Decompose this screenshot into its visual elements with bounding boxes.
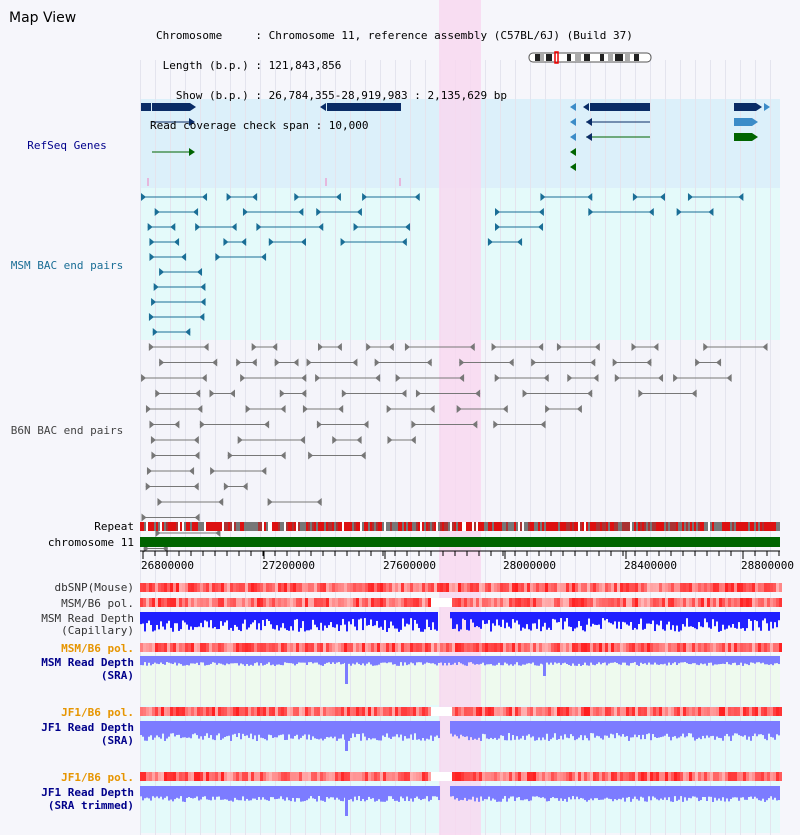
msm-bac-label[interactable]: MSM BAC end pairs (10, 259, 124, 272)
show-line: Show (b.p.) : 26,784,355-28,919,983 : 2,… (156, 89, 507, 102)
refseq-genes-label[interactable]: RefSeq Genes (27, 139, 107, 152)
jf1-b6-pol-trimmed-strip (140, 772, 782, 781)
selected-region-highlight (439, 0, 481, 835)
b6n-bac-label[interactable]: B6N BAC end pairs (10, 424, 124, 437)
jf1-depth-sra-label[interactable]: JF1 Read Depth (SRA) (0, 721, 134, 747)
jf1-b6-pol-trimmed-label[interactable]: JF1/B6 pol. (61, 771, 134, 784)
jf1-depth-trimmed-bars (140, 786, 780, 816)
msm-depth-capillary-bars (140, 612, 780, 632)
axis-tick-label: 28400000 (624, 559, 677, 572)
chromosome-label: chromosome 11 (47, 536, 134, 549)
msm-b6-pol-sra-strip (140, 643, 782, 652)
jf1-depth-sra-bars (140, 721, 780, 751)
jf1-depth-trimmed-label[interactable]: JF1 Read Depth (SRA trimmed) (0, 786, 134, 812)
dbsnp-strip (140, 583, 782, 592)
jf1-depth-trimmed-line1: JF1 Read Depth (41, 786, 134, 799)
coverage-span-line: Read coverage check span : 10,000 (150, 119, 369, 132)
msm-b6-pol-sra-label[interactable]: MSM/B6 pol. (61, 642, 134, 655)
page-title: Map View (9, 10, 77, 26)
axis-tick-label: 27200000 (262, 559, 315, 572)
axis-tick-label: 26800000 (141, 559, 194, 572)
region-info: Chromosome : Chromosome 11, reference as… (150, 11, 633, 151)
jf1-b6-pol-label[interactable]: JF1/B6 pol. (61, 706, 134, 719)
b6n-bac-pairs (141, 343, 768, 553)
msm-depth-sra-line2: (SRA) (100, 669, 134, 682)
repeat-track (140, 522, 780, 531)
msm-bac-pairs (141, 193, 744, 336)
dbsnp-label[interactable]: dbSNP(Mouse) (54, 581, 134, 594)
jf1-b6-pol-strip (140, 707, 782, 716)
msm-b6-pol-label[interactable]: MSM/B6 pol. (61, 597, 134, 610)
repeat-label: Repeat (94, 520, 134, 533)
msm-depth-sra-bars (140, 656, 780, 684)
jf1-depth-sra-line1: JF1 Read Depth (41, 721, 134, 734)
chromosome-ideogram (528, 51, 652, 64)
axis-tick-label: 28800000 (741, 559, 794, 572)
position-axis (140, 550, 780, 559)
msm-depth-sra-line1: MSM Read Depth (41, 656, 134, 669)
axis-tick-label: 28000000 (503, 559, 556, 572)
length-line: Length (b.p.) : 121,843,856 (156, 59, 342, 72)
msm-depth-sra-label[interactable]: MSM Read Depth (SRA) (0, 656, 134, 682)
jf1-depth-sra-line2: (SRA) (100, 734, 134, 747)
msm-depth-capillary-line1: MSM Read Depth (41, 612, 134, 625)
msm-depth-capillary-line2: (Capillary) (61, 624, 134, 637)
msm-depth-capillary-label[interactable]: MSM Read Depth (Capillary) (0, 613, 134, 637)
msm-b6-pol-strip (140, 598, 782, 607)
jf1-depth-trimmed-line2: (SRA trimmed) (47, 799, 134, 812)
refseq-gene-models (141, 103, 770, 186)
chromosome-line: Chromosome : Chromosome 11, reference as… (156, 29, 633, 42)
chromosome-bar (140, 537, 780, 547)
axis-tick-label: 27600000 (383, 559, 436, 572)
